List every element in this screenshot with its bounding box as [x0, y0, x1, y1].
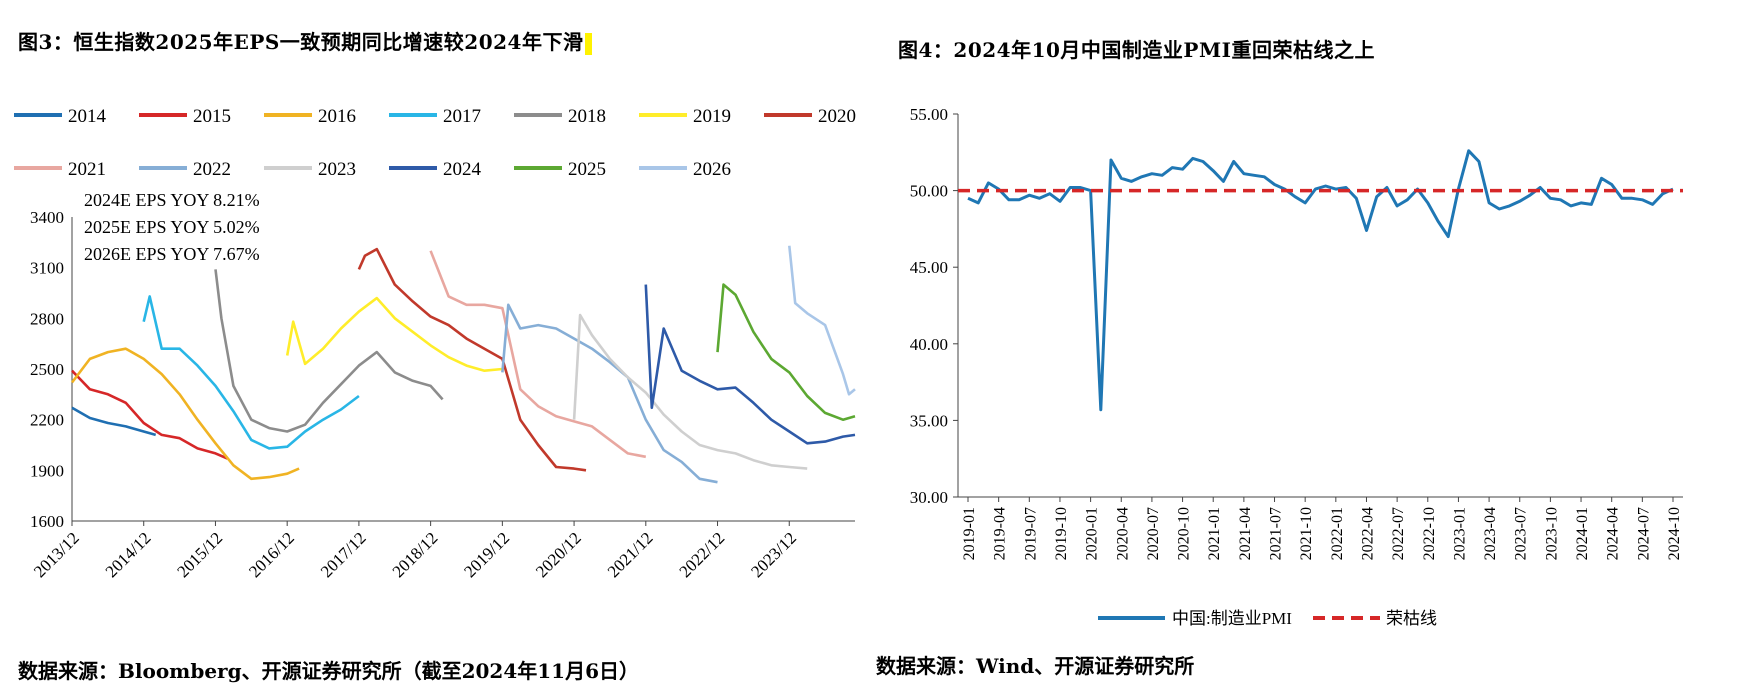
y-tick-label: 2200	[30, 411, 64, 430]
x-tick-label: 2021-01	[1206, 507, 1223, 560]
legend-label: 2022	[193, 159, 231, 180]
y-tick-label: 3100	[30, 259, 64, 278]
legend-label: 2014	[68, 106, 107, 127]
eps-yoy-annotation: 2026E EPS YOY 7.67%	[84, 244, 260, 264]
series-line-2016	[70, 347, 300, 481]
x-tick-label: 2024-04	[1605, 507, 1622, 560]
pmi-series-line	[967, 149, 1674, 412]
legend-label: 2018	[568, 106, 606, 127]
x-tick-label: 2019-10	[1053, 507, 1070, 560]
x-tick-label: 2023-07	[1513, 507, 1530, 560]
x-tick-label: 2021-04	[1237, 507, 1254, 560]
legend-label: 2026	[693, 159, 731, 180]
legend-label: 2023	[318, 159, 356, 180]
y-tick-label: 3400	[30, 208, 64, 227]
y-tick-label: 55.00	[910, 105, 948, 124]
right-chart-title: 图4：2024年10月中国制造业PMI重回荣枯线之上	[898, 38, 1375, 62]
x-tick-label: 2023-04	[1482, 507, 1499, 560]
highlight-mark	[585, 32, 593, 55]
series-line-2022	[501, 303, 718, 484]
x-tick-label: 2024-01	[1574, 507, 1591, 560]
legend-label: 2024	[443, 159, 482, 180]
series-line-2026	[788, 245, 856, 396]
legend-label: 2017	[443, 106, 481, 127]
x-tick-label: 2020-04	[1114, 507, 1131, 560]
x-tick-label: 2019-04	[992, 507, 1009, 560]
x-tick-label: 2022-01	[1329, 507, 1346, 560]
x-tick-label: 2023-10	[1543, 507, 1560, 560]
legend-label-pmi: 中国:制造业PMI	[1172, 609, 1292, 628]
x-tick-label: 2021-10	[1298, 507, 1315, 560]
y-tick-label: 45.00	[910, 258, 948, 277]
series-line-2018	[214, 269, 444, 433]
series-line-2021	[429, 250, 647, 459]
series-line-2017	[142, 295, 360, 450]
left-data-source: 数据来源：Bloomberg、开源证券研究所（截至2024年11月6日）	[18, 659, 639, 683]
y-tick-label: 2500	[30, 360, 64, 379]
legend-label: 2015	[193, 106, 231, 127]
x-tick-label: 2022-10	[1421, 507, 1438, 560]
x-tick-label: 2024-07	[1635, 507, 1652, 560]
x-tick-label: 2024-10	[1666, 507, 1683, 560]
series-line-2015	[71, 369, 228, 460]
legend-label: 2019	[693, 106, 731, 127]
x-tick-label: 2022-04	[1359, 507, 1376, 560]
legend-label: 2020	[818, 106, 856, 127]
series-line-2014	[71, 406, 157, 437]
series-line-2025	[716, 283, 856, 421]
y-tick-label: 35.00	[910, 411, 948, 430]
x-tick-label: 2020-10	[1176, 507, 1193, 560]
y-tick-label: 1900	[30, 461, 64, 480]
series-line-2024	[644, 284, 856, 445]
x-tick-label: 2023-01	[1451, 507, 1468, 560]
series-line-2019	[285, 296, 503, 372]
y-tick-label: 50.00	[910, 182, 948, 201]
x-tick-label: 2022-07	[1390, 507, 1407, 560]
y-tick-label: 30.00	[910, 488, 948, 507]
x-tick-label: 2019-01	[961, 507, 978, 560]
y-tick-label: 40.00	[910, 335, 948, 354]
eps-yoy-annotation: 2024E EPS YOY 8.21%	[84, 190, 260, 210]
legend-label: 2021	[68, 159, 106, 180]
series-line-2020	[357, 247, 587, 472]
legend-label-threshold: 荣枯线	[1386, 609, 1437, 628]
series-line-2023	[572, 313, 808, 470]
x-tick-label: 2020-01	[1084, 507, 1101, 560]
x-tick-label: 2019-07	[1022, 507, 1039, 560]
y-tick-label: 1600	[30, 512, 64, 531]
eps-yoy-annotation: 2025E EPS YOY 5.02%	[84, 217, 260, 237]
right-data-source: 数据来源：Wind、开源证券研究所	[876, 654, 1195, 678]
legend-label: 2016	[318, 106, 356, 127]
legend-label: 2025	[568, 159, 606, 180]
x-tick-label: 2021-07	[1268, 507, 1285, 560]
left-chart-title: 图3：恒生指数2025年EPS一致预期同比增速较2024年下滑	[18, 26, 593, 55]
x-tick-label: 2020-07	[1145, 507, 1162, 560]
y-tick-label: 2800	[30, 309, 64, 328]
